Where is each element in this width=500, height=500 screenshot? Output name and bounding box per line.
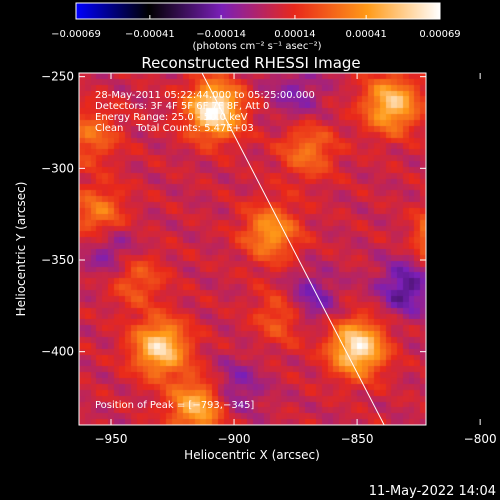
colorbar-tick-label: −0.00041 [125, 29, 175, 40]
chart-title: Reconstructed RHESSI Image [141, 54, 360, 72]
colorbar-ticks: −0.00069 −0.00041 −0.00014 0.00014 0.00041 0.… [51, 15, 461, 40]
colorbar [75, 2, 441, 20]
plot-frame [78, 72, 427, 426]
annotation-detectors: Detectors: 3F 4F 5F 6F 7F 8F, Att 0 [95, 101, 269, 112]
solar-limb-line [201, 73, 385, 425]
colorbar-tick-label: −0.00069 [51, 29, 101, 40]
y-tick-label: −250 [41, 70, 74, 84]
x-tick-label: −950 [95, 432, 128, 446]
peak-position-label: Position of Peak = [−793,−345] [95, 400, 254, 411]
footer-timestamp: 11-May-2022 14:04 [369, 484, 496, 499]
y-tick-label: −350 [41, 253, 74, 267]
y-tick-label: −300 [41, 161, 74, 175]
colorbar-tick-label: −0.00014 [196, 29, 246, 40]
x-tick-label: −850 [341, 432, 374, 446]
colorbar-unit-label: (photons cm⁻² s⁻¹ asec⁻²) [192, 41, 321, 52]
x-tick-label: −800 [464, 432, 497, 446]
annotation-time-range: 28-May-2011 05:22:44.000 to 05:25:00.000 [95, 90, 315, 101]
x-tick-label: −900 [218, 432, 251, 446]
axis-ticks: −950 −900 −850 −800 −250 −300 −350 −400 [41, 70, 497, 446]
annotation-energy-range: Energy Range: 25.0 - 50.0 keV [95, 112, 248, 123]
colorbar-tick-label: 0.00041 [345, 29, 386, 40]
y-axis-label: Heliocentric Y (arcsec) [14, 182, 28, 317]
heatmap-image [79, 73, 426, 425]
annotation-total-counts: Clean Total Counts: 5.47E+03 [95, 123, 254, 134]
y-tick-label: −400 [41, 345, 74, 359]
colorbar-tick-label: 0.00014 [274, 29, 315, 40]
colorbar-tick-label: 0.00069 [419, 29, 460, 40]
x-axis-label: Heliocentric X (arcsec) [184, 448, 320, 462]
